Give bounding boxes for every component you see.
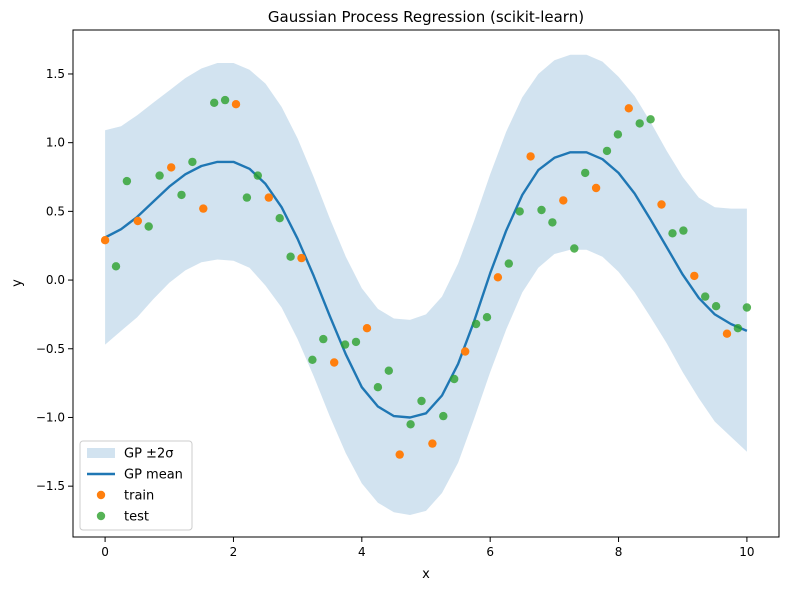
train-point xyxy=(199,204,208,213)
legend-label: GP mean xyxy=(124,468,183,483)
test-point xyxy=(188,157,197,167)
test-point xyxy=(340,340,350,349)
train-point xyxy=(231,100,241,109)
x-tick-label: 8 xyxy=(615,545,623,559)
train-point xyxy=(330,358,339,367)
x-tick-label: 6 xyxy=(486,545,494,559)
legend-label: train xyxy=(124,489,154,504)
train-point xyxy=(591,183,601,193)
x-tick-label: 4 xyxy=(358,545,366,559)
y-axis-ticks: −1.5 −1.0 −0.5 0.0 0.5 1.0 1.5 xyxy=(36,67,73,493)
legend: GP ±2σ GP mean train test xyxy=(79,440,193,531)
y-axis-label: y xyxy=(10,279,25,287)
train-points-layer xyxy=(100,100,732,459)
test-point xyxy=(210,98,219,108)
x-tick-label: 0 xyxy=(101,545,109,559)
test-point xyxy=(122,176,132,186)
test-point xyxy=(253,171,262,180)
test-point xyxy=(286,252,295,261)
test-point xyxy=(417,396,426,406)
legend-box xyxy=(79,440,193,531)
legend-test-marker xyxy=(96,511,106,521)
x-tick-label: 10 xyxy=(739,545,754,559)
train-point xyxy=(167,163,176,172)
y-tick-label: 0.0 xyxy=(46,273,65,287)
mean-line xyxy=(104,151,748,419)
train-point xyxy=(526,152,535,161)
train-point xyxy=(297,253,306,263)
train-point xyxy=(559,196,568,205)
test-point xyxy=(635,119,644,128)
train-point xyxy=(493,273,503,282)
y-tick-label: 1.0 xyxy=(46,136,65,150)
x-axis-ticks: 0 2 4 6 8 10 xyxy=(101,537,755,559)
y-tick-label: −1.0 xyxy=(36,410,65,424)
train-point xyxy=(362,324,372,333)
x-tick-label: 2 xyxy=(230,545,238,559)
test-point xyxy=(742,303,752,312)
test-point xyxy=(701,292,710,301)
y-tick-label: 1.5 xyxy=(46,67,65,81)
test-point xyxy=(711,302,721,311)
legend-label: GP ±2σ xyxy=(124,447,173,462)
test-point xyxy=(177,190,186,200)
train-point xyxy=(100,236,110,245)
train-point xyxy=(461,347,470,356)
test-point xyxy=(548,218,557,227)
test-point xyxy=(275,214,284,223)
test-point xyxy=(570,244,579,253)
train-point xyxy=(428,439,437,448)
legend-label: test xyxy=(124,510,149,525)
train-point xyxy=(722,329,732,338)
test-point xyxy=(308,355,317,364)
y-tick-label: −0.5 xyxy=(36,342,65,356)
train-point xyxy=(624,104,633,113)
test-point xyxy=(373,383,383,392)
test-point xyxy=(581,168,590,178)
train-point xyxy=(690,271,699,281)
test-point xyxy=(504,259,513,268)
test-point xyxy=(406,420,415,429)
train-point xyxy=(133,216,142,226)
test-point xyxy=(220,95,230,105)
test-point xyxy=(646,115,655,124)
test-point xyxy=(111,262,121,271)
test-point xyxy=(144,222,153,231)
mean-line-layer xyxy=(104,151,748,419)
y-tick-label: 0.5 xyxy=(46,204,65,218)
train-point xyxy=(395,450,404,459)
test-point xyxy=(450,374,459,384)
train-point xyxy=(657,200,666,209)
test-point xyxy=(439,411,448,421)
test-point xyxy=(155,171,164,180)
chart-title: Gaussian Process Regression (scikit-lear… xyxy=(268,8,584,26)
legend-train-marker xyxy=(96,490,106,500)
test-point xyxy=(733,324,743,333)
test-point xyxy=(602,146,612,156)
test-point xyxy=(515,207,524,216)
test-point xyxy=(537,205,546,215)
test-point xyxy=(613,130,623,139)
test-point xyxy=(384,366,393,375)
test-point xyxy=(668,229,677,238)
test-points-layer xyxy=(111,95,752,429)
train-point xyxy=(264,193,273,202)
legend-band-swatch xyxy=(87,448,115,458)
test-point xyxy=(242,193,252,202)
test-point xyxy=(679,226,688,235)
plot-frame xyxy=(72,29,780,538)
test-point xyxy=(351,337,361,347)
y-tick-label: −1.5 xyxy=(36,479,65,493)
test-point xyxy=(319,334,328,344)
test-point xyxy=(471,319,481,329)
test-point xyxy=(482,313,492,322)
x-axis-label: x xyxy=(422,567,430,582)
